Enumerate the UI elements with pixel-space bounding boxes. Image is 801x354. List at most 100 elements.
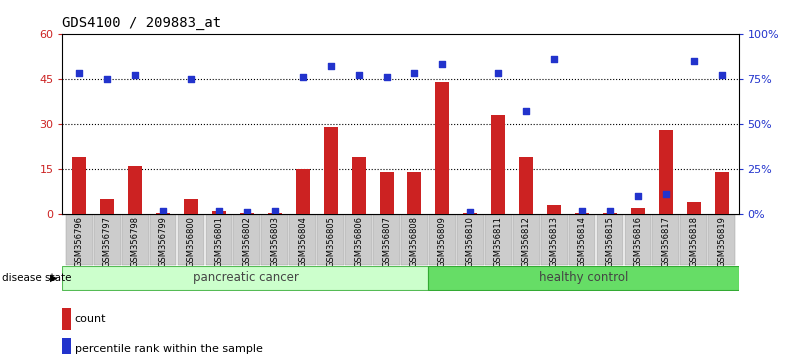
- Bar: [513, 215, 540, 265]
- Point: [631, 193, 644, 199]
- Point: [101, 76, 114, 81]
- Bar: [324, 127, 338, 214]
- Point: [687, 58, 700, 64]
- Bar: [233, 215, 260, 265]
- Bar: [72, 157, 87, 214]
- Bar: [708, 215, 735, 265]
- Bar: [603, 213, 617, 214]
- Bar: [436, 82, 449, 214]
- Point: [492, 70, 505, 76]
- Bar: [317, 215, 344, 265]
- Point: [380, 74, 393, 80]
- Bar: [380, 172, 393, 214]
- Bar: [62, 338, 71, 354]
- Bar: [485, 215, 512, 265]
- Text: GSM356808: GSM356808: [410, 216, 419, 267]
- Text: GSM356814: GSM356814: [578, 216, 586, 267]
- Bar: [659, 130, 673, 214]
- Point: [520, 108, 533, 114]
- Text: pancreatic cancer: pancreatic cancer: [192, 271, 299, 284]
- Text: GSM356811: GSM356811: [493, 216, 503, 267]
- Text: count: count: [74, 314, 107, 325]
- Text: GSM356819: GSM356819: [717, 216, 727, 267]
- Bar: [261, 215, 288, 265]
- Point: [296, 74, 309, 80]
- Text: GSM356796: GSM356796: [74, 216, 84, 267]
- Point: [73, 70, 86, 76]
- Text: GSM356799: GSM356799: [159, 216, 167, 267]
- Bar: [575, 213, 589, 214]
- Text: GSM356807: GSM356807: [382, 216, 391, 267]
- Bar: [66, 215, 93, 265]
- Bar: [631, 208, 645, 214]
- Bar: [62, 266, 429, 291]
- Text: GSM356818: GSM356818: [690, 216, 698, 267]
- Point: [240, 210, 253, 215]
- Text: GSM356816: GSM356816: [634, 216, 642, 267]
- Bar: [429, 215, 456, 265]
- Point: [212, 208, 225, 213]
- Bar: [94, 215, 121, 265]
- Text: GSM356803: GSM356803: [270, 216, 280, 267]
- Bar: [491, 115, 505, 214]
- Bar: [345, 215, 372, 265]
- Bar: [625, 215, 651, 265]
- Point: [184, 76, 197, 81]
- Bar: [401, 215, 428, 265]
- Text: GSM356801: GSM356801: [215, 216, 223, 267]
- Bar: [373, 215, 400, 265]
- Bar: [680, 215, 707, 265]
- Text: GSM356810: GSM356810: [466, 216, 475, 267]
- Point: [436, 62, 449, 67]
- Bar: [463, 213, 477, 214]
- Point: [268, 208, 281, 213]
- Bar: [62, 308, 71, 330]
- Point: [324, 63, 337, 69]
- Bar: [156, 213, 170, 214]
- Text: GSM356797: GSM356797: [103, 216, 111, 267]
- Bar: [541, 215, 568, 265]
- Bar: [714, 172, 729, 214]
- Bar: [429, 266, 739, 291]
- Bar: [184, 199, 198, 214]
- Point: [576, 208, 589, 213]
- Bar: [289, 215, 316, 265]
- Bar: [408, 172, 421, 214]
- Point: [548, 56, 561, 62]
- Point: [604, 208, 617, 213]
- Bar: [178, 215, 204, 265]
- Point: [659, 192, 672, 197]
- Text: GSM356800: GSM356800: [187, 216, 195, 267]
- Text: GSM356817: GSM356817: [662, 216, 670, 267]
- Point: [352, 72, 365, 78]
- Bar: [150, 215, 176, 265]
- Text: GSM356805: GSM356805: [326, 216, 335, 267]
- Bar: [547, 205, 562, 214]
- Text: GSM356804: GSM356804: [298, 216, 308, 267]
- Text: GSM356813: GSM356813: [549, 216, 558, 267]
- Point: [129, 72, 142, 78]
- Point: [408, 70, 421, 76]
- Bar: [519, 157, 533, 214]
- Text: GSM356812: GSM356812: [521, 216, 531, 267]
- Bar: [352, 157, 365, 214]
- Text: healthy control: healthy control: [539, 271, 628, 284]
- Bar: [686, 202, 701, 214]
- Text: GSM356809: GSM356809: [438, 216, 447, 267]
- Text: GSM356802: GSM356802: [243, 216, 252, 267]
- Bar: [653, 215, 679, 265]
- Text: GDS4100 / 209883_at: GDS4100 / 209883_at: [62, 16, 222, 30]
- Point: [715, 72, 728, 78]
- Text: GSM356815: GSM356815: [606, 216, 614, 267]
- Text: percentile rank within the sample: percentile rank within the sample: [74, 344, 263, 354]
- Bar: [239, 213, 254, 214]
- Bar: [206, 215, 232, 265]
- Text: ▶: ▶: [50, 273, 58, 283]
- Bar: [268, 213, 282, 214]
- Bar: [100, 199, 115, 214]
- Bar: [122, 215, 148, 265]
- Text: disease state: disease state: [2, 273, 71, 283]
- Bar: [597, 215, 623, 265]
- Bar: [296, 169, 310, 214]
- Bar: [212, 211, 226, 214]
